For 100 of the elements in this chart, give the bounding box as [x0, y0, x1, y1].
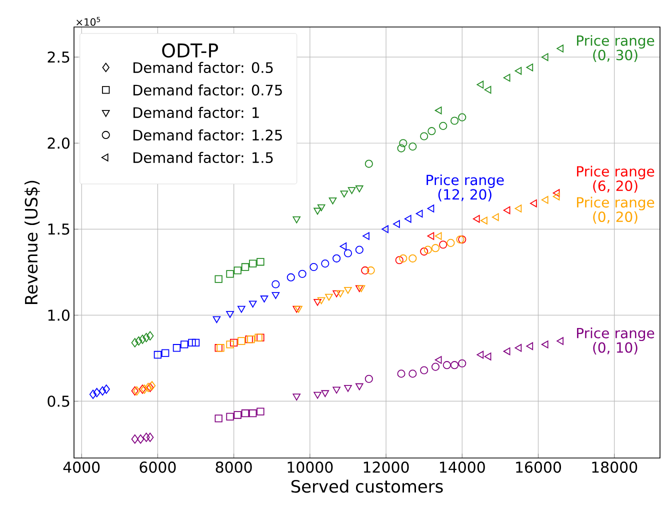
point: [272, 280, 280, 288]
series-label: Price range (12, 20): [426, 174, 504, 202]
point: [188, 338, 196, 347]
point: [234, 266, 242, 274]
point: [434, 106, 442, 114]
point: [146, 432, 154, 442]
point: [420, 247, 428, 256]
point: [226, 340, 234, 348]
point: [514, 344, 522, 352]
point: [131, 434, 138, 444]
point: [332, 386, 340, 394]
point: [344, 286, 352, 294]
series-label: Price range (0, 20): [577, 196, 654, 224]
x-tick-label: 16000: [516, 462, 562, 473]
point: [552, 192, 560, 200]
point: [514, 66, 522, 75]
x-tick-label: 8000: [216, 462, 252, 473]
point: [298, 270, 306, 278]
point: [348, 187, 356, 194]
series-label: Price range (0, 30): [577, 35, 654, 62]
point: [142, 432, 150, 442]
point: [361, 266, 370, 274]
point: [393, 220, 400, 228]
x-tick-label: 12000: [364, 462, 409, 473]
point: [408, 254, 417, 262]
point: [442, 361, 451, 370]
point: [294, 306, 302, 313]
point: [450, 361, 459, 370]
point: [93, 388, 100, 398]
y-tick-label: 2.0: [48, 137, 70, 149]
point: [420, 132, 428, 140]
legend-title: ODT-P: [162, 43, 218, 58]
point: [541, 196, 548, 204]
point: [180, 340, 188, 348]
point: [248, 300, 257, 308]
point: [89, 390, 97, 399]
point: [314, 298, 322, 306]
point: [344, 249, 352, 258]
point: [336, 290, 344, 298]
point: [172, 344, 181, 352]
point: [314, 392, 322, 399]
annotation: Demand factor: 1: [133, 106, 259, 118]
point: [503, 347, 510, 356]
point: [503, 74, 510, 82]
point: [325, 294, 333, 301]
point: [541, 340, 548, 348]
point: [408, 142, 417, 151]
point: [249, 409, 257, 418]
point: [526, 64, 534, 72]
annotation: Demand factor: 0.5: [133, 62, 273, 74]
point: [472, 214, 480, 223]
point: [492, 213, 499, 222]
point: [192, 338, 200, 347]
point: [556, 337, 564, 345]
point: [420, 366, 428, 374]
point: [364, 160, 373, 168]
x-tick-label: 4000: [63, 462, 100, 473]
x-tick-label: 6000: [140, 462, 176, 473]
point: [234, 411, 242, 419]
point: [541, 53, 548, 62]
point: [416, 210, 423, 218]
point: [424, 246, 432, 254]
point: [408, 370, 417, 378]
point: [427, 204, 434, 212]
point: [154, 350, 162, 359]
point: [238, 306, 246, 313]
text: ×10$^{5}$: [76, 16, 100, 26]
point: [484, 86, 492, 94]
point: [556, 44, 564, 52]
series-label: Price range (0, 10): [577, 328, 654, 354]
point: [439, 122, 448, 130]
point: [238, 337, 246, 345]
x-tick-label: 14000: [440, 462, 485, 473]
point: [355, 185, 364, 192]
point: [428, 127, 436, 136]
point: [135, 336, 142, 346]
point: [241, 409, 250, 418]
point: [226, 412, 234, 421]
x-axis-title: Served customers: [291, 480, 443, 493]
point: [212, 316, 221, 324]
point: [364, 374, 373, 383]
point: [286, 273, 295, 282]
point: [434, 232, 442, 240]
point: [137, 434, 144, 444]
point: [399, 139, 408, 148]
point: [458, 113, 466, 122]
point: [260, 296, 268, 302]
point: [431, 362, 440, 371]
point: [340, 242, 347, 250]
point: [226, 311, 234, 318]
point: [317, 297, 326, 304]
point: [458, 359, 466, 368]
point: [362, 232, 370, 240]
point: [552, 189, 560, 197]
point: [256, 258, 264, 266]
point: [514, 204, 522, 212]
point: [476, 80, 484, 89]
y-axis-title: Revenue (US$): [24, 180, 40, 304]
y-tick-label: 1.0: [48, 310, 70, 321]
series-label: Price range (6, 20): [577, 166, 654, 193]
